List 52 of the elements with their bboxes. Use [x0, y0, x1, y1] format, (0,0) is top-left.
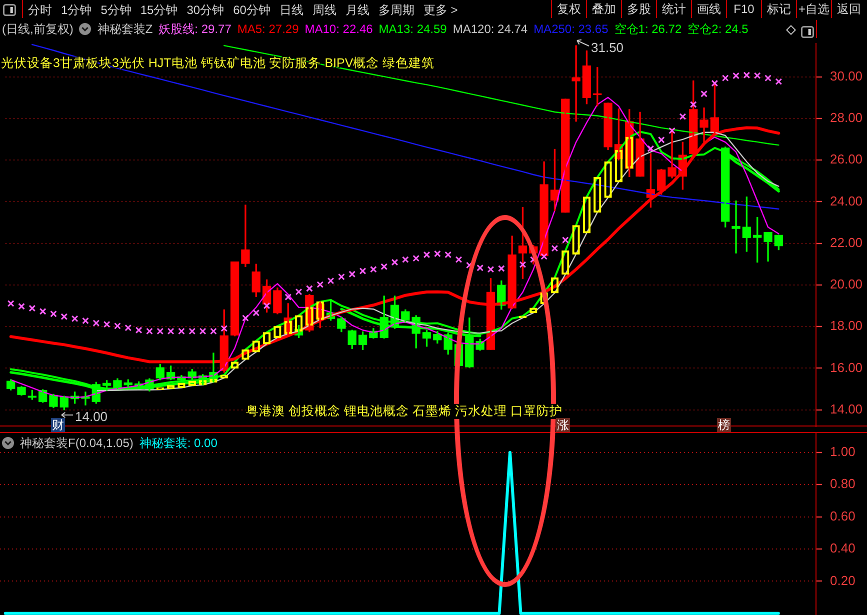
y-tick-label: 0.40	[830, 540, 856, 556]
chart-subtitle: 神秘套装Z	[97, 22, 153, 36]
text: MA120: 24.74	[452, 22, 528, 36]
text: 空仓1: 26.72	[614, 22, 682, 36]
text: F10	[734, 2, 754, 16]
annotation: 涨	[556, 418, 570, 432]
text: MA5: 27.29	[237, 22, 299, 36]
text: 多周期	[378, 2, 414, 18]
annotation: 财	[51, 418, 65, 432]
y-tick-label: 24.00	[830, 193, 863, 208]
chart-title: (日线,前复权)	[2, 22, 74, 36]
text: 神秘套装: 0.00	[139, 436, 218, 450]
text: 60分钟	[233, 2, 270, 18]
y-tick-label: 0.80	[830, 476, 856, 492]
annotation: 14.00	[75, 409, 108, 424]
y-tick-label: 20.00	[830, 276, 863, 292]
text: 画线	[697, 0, 721, 18]
y-tick-label: 28.00	[830, 110, 863, 126]
y-tick-label: 16.00	[830, 360, 863, 375]
text: 多股	[627, 0, 651, 18]
text: 标记	[767, 0, 791, 18]
text: 空仓2: 24.5	[688, 22, 748, 36]
text: 5分钟	[100, 2, 132, 18]
y-tick-label: 14.00	[830, 401, 863, 416]
y-tick-label: 0.20	[830, 572, 856, 588]
text: 15分钟	[140, 2, 178, 18]
text: 日线	[279, 2, 304, 18]
text: +自选	[798, 0, 830, 18]
y-tick-label: 22.00	[830, 234, 863, 250]
annotation: 榜	[717, 418, 731, 432]
text: MA250: 23.65	[534, 22, 608, 36]
text: 30分钟	[186, 2, 224, 18]
text: 周线	[312, 2, 336, 18]
y-tick-label: 0.60	[830, 508, 856, 524]
text: 返回	[837, 0, 861, 18]
y-tick-label: 1.00	[830, 444, 856, 459]
text: 叠加	[592, 0, 616, 18]
text: MA10: 22.46	[304, 22, 373, 36]
text: MA13: 24.59	[378, 22, 447, 36]
text: 分时	[28, 2, 52, 18]
annotation: 31.50	[591, 40, 624, 55]
text: 复权	[557, 0, 581, 18]
annotation: 粤港澳 创投概念 锂电池概念 石墨烯 污水处理 口罩防护	[246, 404, 562, 419]
text: 妖股线: 29.77	[158, 22, 232, 36]
chart-title: 神秘套装F(0.04,1.05)	[20, 436, 134, 450]
text: 1分钟	[61, 2, 92, 18]
text: 更多 >	[423, 2, 458, 18]
y-tick-label: 30.00	[830, 68, 863, 84]
y-tick-label: 26.00	[830, 152, 863, 167]
y-tick-label: 18.00	[830, 318, 863, 334]
text: 月线	[345, 2, 370, 18]
text: 统计	[662, 0, 686, 18]
